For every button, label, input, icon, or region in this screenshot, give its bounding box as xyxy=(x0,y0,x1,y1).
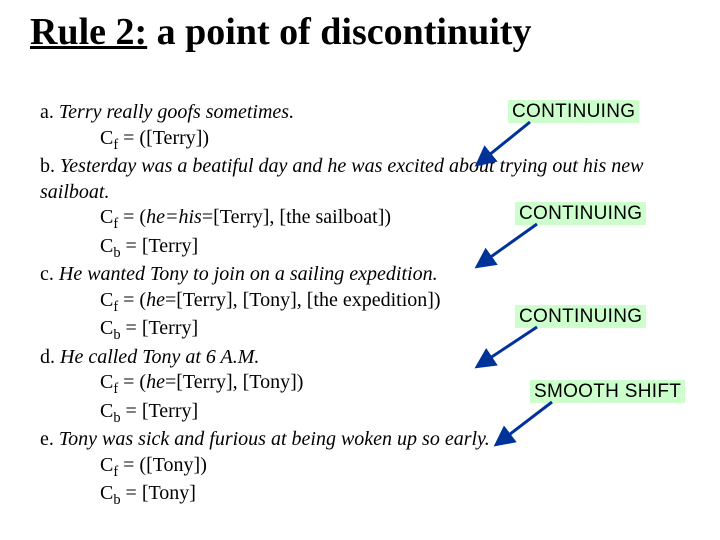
item-sentence: c. He wanted Tony to join on a sailing e… xyxy=(40,262,690,288)
item-sentence: d. He called Tony at 6 A.M. xyxy=(40,345,690,371)
cb-line: Cb = [Terry] xyxy=(40,234,690,262)
item-sentence: b. Yesterday was a beatiful day and he w… xyxy=(40,154,690,205)
cb-line: Cb = [Tony] xyxy=(40,481,690,509)
slide-title: Rule 2: a point of discontinuity xyxy=(30,10,531,54)
title-underlined: Rule 2: xyxy=(30,11,147,53)
cf-line: Cf = ([Tony]) xyxy=(40,453,690,481)
transition-tag: CONTINUING xyxy=(508,100,639,123)
cf-line: Cf = ([Terry]) xyxy=(40,126,690,154)
transition-tag: CONTINUING xyxy=(515,305,646,328)
slide: Rule 2: a point of discontinuity a. Terr… xyxy=(0,0,720,540)
transition-tag: CONTINUING xyxy=(515,202,646,225)
title-rest: a point of discontinuity xyxy=(147,11,531,53)
transition-tag: SMOOTH SHIFT xyxy=(530,380,685,403)
item-sentence: e. Tony was sick and furious at being wo… xyxy=(40,427,690,453)
